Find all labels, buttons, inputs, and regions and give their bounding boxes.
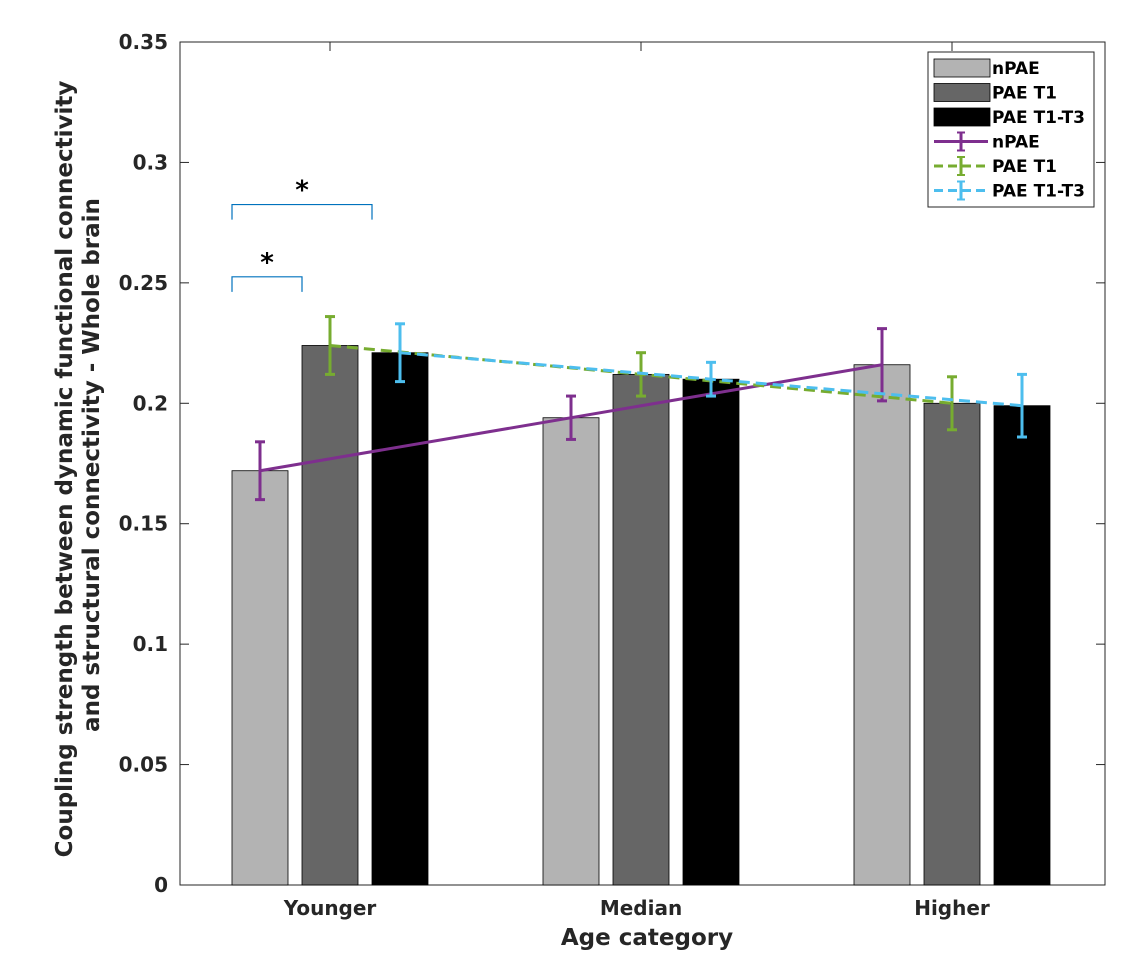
bar xyxy=(301,345,359,886)
y-tick-label: 0.05 xyxy=(119,753,168,777)
y-axis-title-line-2: and structural connectivity - Whole brai… xyxy=(79,198,105,732)
significance-bracket xyxy=(231,203,373,220)
y-axis-title-line-1: Coupling strength between dynamic functi… xyxy=(52,81,78,858)
y-tick-label: 0.1 xyxy=(133,632,168,656)
y-tick-label: 0.35 xyxy=(119,30,168,54)
legend-swatch xyxy=(933,83,991,102)
legend-swatch xyxy=(933,58,991,78)
bar xyxy=(231,470,289,886)
trend-lines xyxy=(255,315,1027,502)
significance-bracket xyxy=(231,276,303,292)
legend: nPAE PAE T1 PAE T1-T3 nPAE PAE T1 PAE T1-T3 xyxy=(927,51,1095,208)
bar xyxy=(682,378,740,886)
bar xyxy=(853,364,911,886)
significance-star: * xyxy=(260,248,274,278)
bar xyxy=(371,352,429,886)
legend-label: PAE T1-T3 xyxy=(992,182,1085,202)
y-tick-label: 0.25 xyxy=(119,271,168,295)
bars xyxy=(231,345,1051,886)
legend-label: nPAE xyxy=(992,59,1040,79)
x-axis-title: Age category xyxy=(561,925,733,951)
significance-star: * xyxy=(295,176,309,206)
y-tick-label: 0.3 xyxy=(133,150,168,174)
legend-label: PAE T1 xyxy=(992,84,1057,104)
bar xyxy=(542,417,600,886)
x-axis: Younger Median Higher xyxy=(283,42,990,920)
y-axis-title: Coupling strength between dynamic functi… xyxy=(52,73,105,858)
legend-label: nPAE xyxy=(992,133,1040,153)
bar xyxy=(993,405,1051,886)
bar xyxy=(612,373,670,886)
y-tick-label: 0.15 xyxy=(119,512,168,536)
x-tick-label: Younger xyxy=(283,896,377,920)
y-axis: 0 0.05 0.1 0.15 0.2 0.25 0.3 0.35 xyxy=(119,30,1105,897)
y-tick-label: 0.2 xyxy=(133,391,168,415)
legend-swatch xyxy=(933,107,991,127)
y-tick-label: 0 xyxy=(154,873,168,897)
legend-box xyxy=(927,51,1095,208)
significance-annotations: ** xyxy=(231,176,373,292)
x-tick-label: Median xyxy=(600,896,682,920)
legend-label: PAE T1 xyxy=(992,157,1057,177)
x-tick-label: Higher xyxy=(914,896,990,920)
legend-label: PAE T1-T3 xyxy=(992,108,1085,128)
bar xyxy=(923,402,981,886)
